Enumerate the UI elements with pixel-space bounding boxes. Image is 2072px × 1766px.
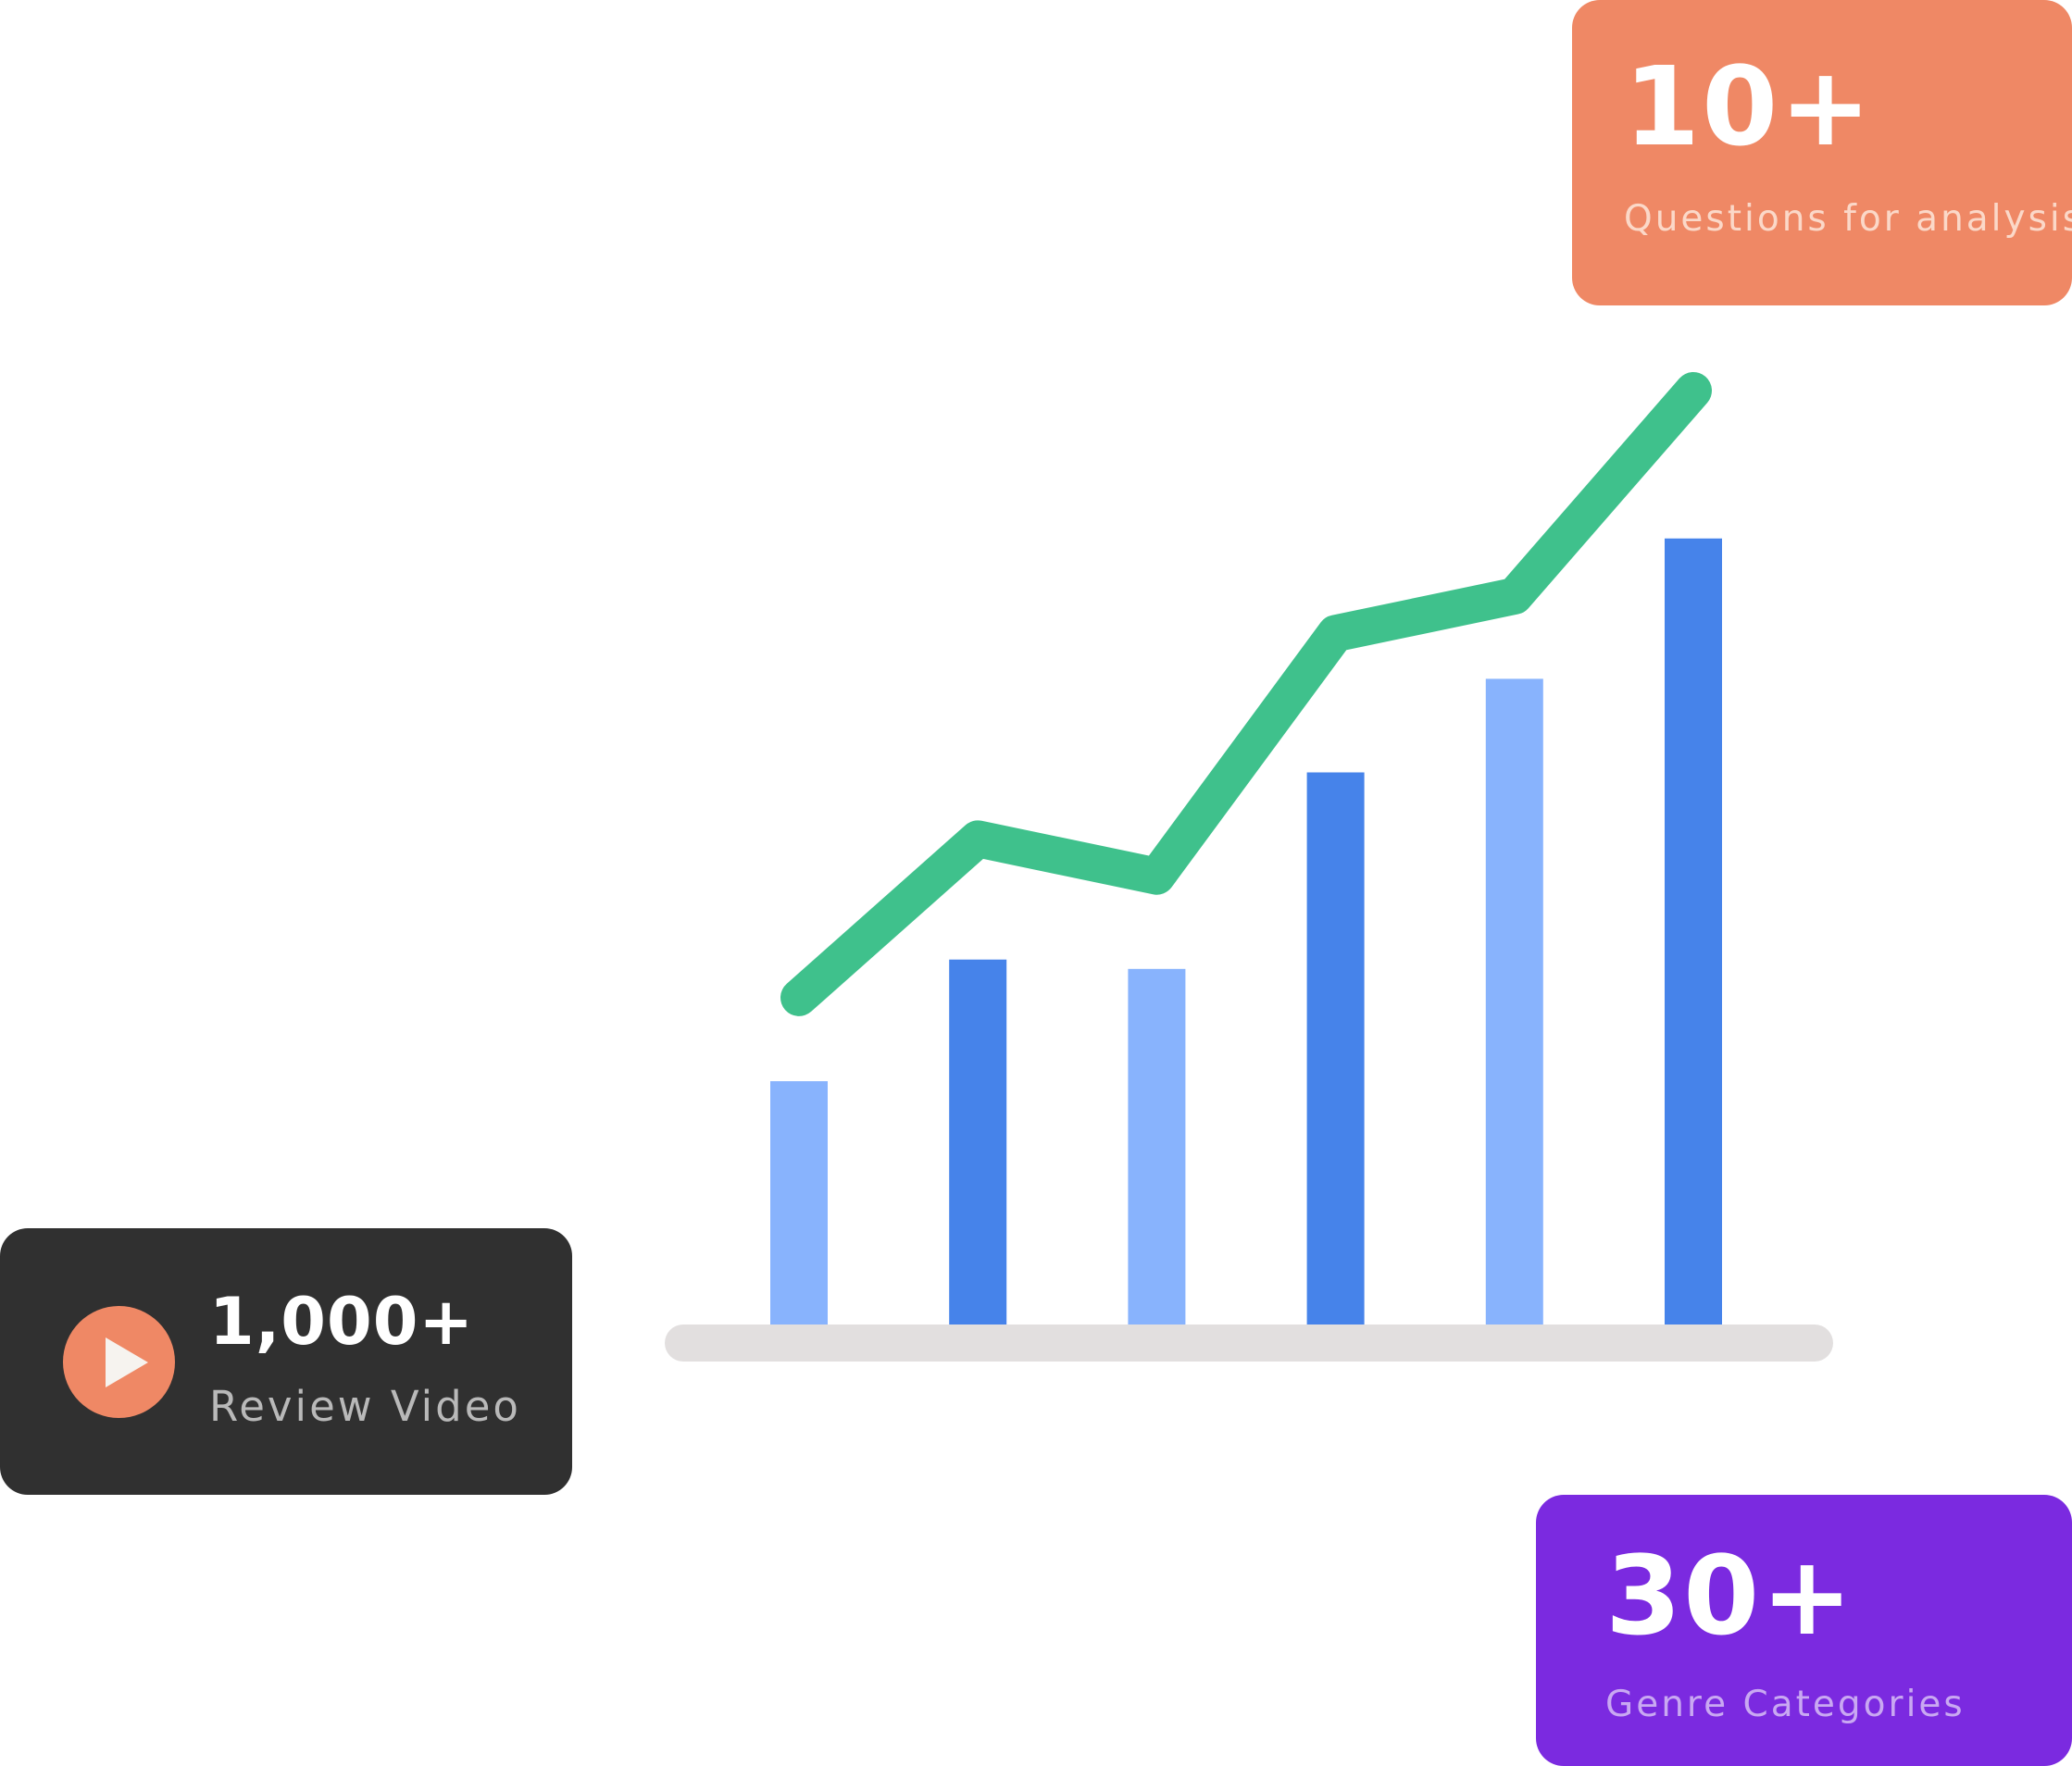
chart-bars	[770, 538, 1722, 1334]
review-video-card[interactable]: 1,000+ Review Video	[0, 1228, 572, 1495]
play-icon	[106, 1337, 148, 1387]
genres-count: 30+	[1605, 1532, 1855, 1660]
chart-bar	[1485, 678, 1543, 1334]
chart-bar	[1128, 968, 1186, 1334]
review-video-text: 1,000+ Review Video	[209, 1289, 521, 1431]
questions-stat-card: 10+ Questions for analysis	[1572, 0, 2072, 305]
trend-line	[780, 372, 1712, 1016]
chart-bar	[770, 1081, 828, 1334]
chart-bar	[1665, 538, 1722, 1334]
review-video-count: 1,000+	[209, 1283, 475, 1360]
questions-caption: Questions for analysis	[1624, 198, 2072, 240]
review-video-caption: Review Video	[209, 1381, 521, 1431]
play-button[interactable]	[63, 1305, 175, 1418]
genres-stat-card: 30+ Genre Categories	[1536, 1495, 2072, 1766]
chart-bar	[1306, 772, 1365, 1334]
chart-bar	[949, 959, 1007, 1334]
questions-count: 10+	[1624, 43, 1874, 170]
genres-caption: Genre Categories	[1605, 1684, 1966, 1725]
